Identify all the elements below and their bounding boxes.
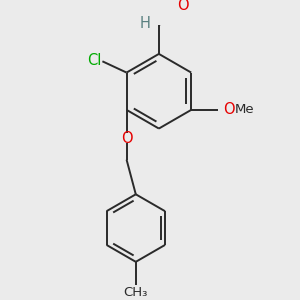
Text: CH₃: CH₃ xyxy=(124,286,148,299)
Text: Cl: Cl xyxy=(87,53,102,68)
Text: O: O xyxy=(223,102,235,117)
Text: H: H xyxy=(140,16,151,31)
Text: O: O xyxy=(178,0,189,13)
Text: O: O xyxy=(121,131,132,146)
Text: Me: Me xyxy=(235,103,254,116)
